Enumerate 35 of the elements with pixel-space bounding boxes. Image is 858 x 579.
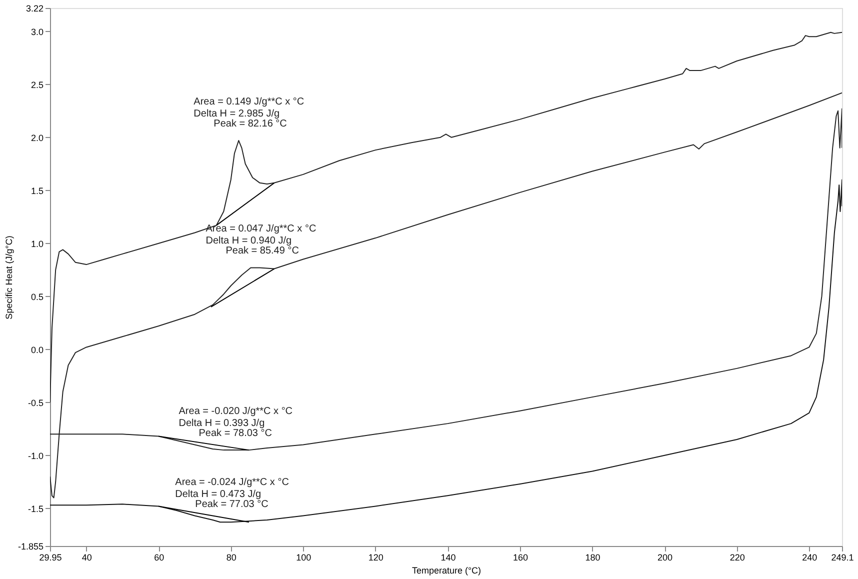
y-tick-label: -1.5 — [28, 504, 44, 514]
x-tick-label: 120 — [368, 552, 384, 562]
x-tick-label: 29.95 — [39, 552, 62, 562]
x-tick-label: 60 — [154, 552, 164, 562]
annotation: Peak = 85.49 °C — [226, 246, 299, 257]
annotation: Area = -0.020 J/g**C x °C Delta H = 0.393 J/g — [178, 406, 293, 430]
x-tick-label: 249.1 — [831, 552, 854, 562]
annotation: Area = 0.149 J/g**C x °C Delta H = 2.985 J/g — [194, 96, 304, 120]
y-tick-label: 1.0 — [30, 238, 44, 249]
x-tick-label: 180 — [585, 552, 600, 562]
y-tick-label: 3.22 — [26, 4, 44, 14]
y-tick-label: 1.5 — [30, 186, 44, 196]
x-tick-label: 220 — [730, 552, 745, 562]
x-axis-title: Temperature (°C) — [412, 566, 482, 576]
y-tick-label: 2.5 — [30, 80, 44, 90]
annotation: Peak = 77.03 °C — [195, 499, 268, 510]
annotation: Area = 0.047 J/g**C x °C Delta H = 0.940 J/g — [206, 224, 316, 247]
x-tick-label: 40 — [82, 552, 92, 562]
x-tick-label: 100 — [296, 552, 312, 562]
y-tick-label: 2.0 — [30, 132, 44, 143]
x-tick-label: 200 — [658, 552, 673, 562]
y-tick-label: -1.0 — [28, 450, 44, 461]
y-tick-label: -1.855 — [18, 542, 44, 552]
y-tick-label: 0.0 — [30, 344, 44, 355]
annotation: Area = -0.024 J/g**C x °C Delta H = 0.473 J/g — [175, 477, 289, 500]
x-tick-label: 160 — [512, 552, 528, 562]
x-tick-label: 240 — [802, 552, 818, 562]
y-tick-label: -0.5 — [28, 398, 44, 408]
annotation: Peak = 78.03 °C — [198, 428, 272, 440]
x-tick-label: 80 — [226, 552, 236, 562]
x-tick-label: 140 — [440, 552, 456, 562]
y-tick-label: 3.0 — [30, 26, 44, 37]
y-axis-title: Specific Heat (J/g°C) — [4, 236, 14, 320]
y-tick-label: 0.5 — [30, 292, 44, 302]
annotation: Peak = 82.16 °C — [214, 118, 287, 130]
